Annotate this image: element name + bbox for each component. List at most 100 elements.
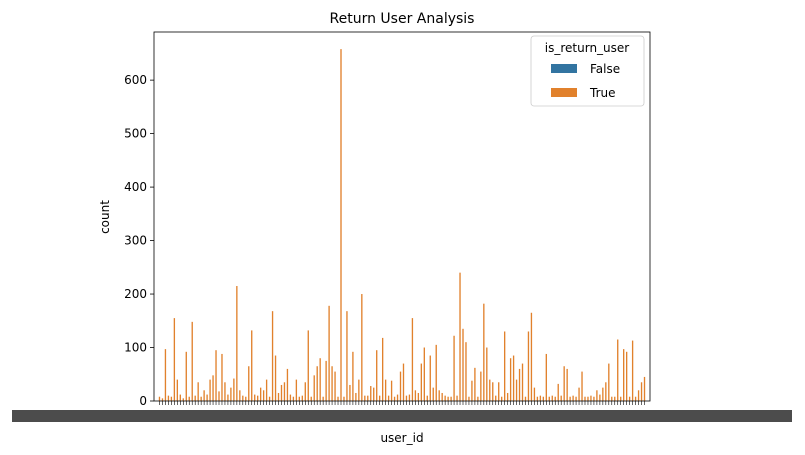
bar-true bbox=[370, 386, 372, 401]
bar-true bbox=[209, 379, 211, 401]
bar-true bbox=[161, 398, 164, 401]
bar-true bbox=[379, 395, 381, 401]
bar-true bbox=[233, 378, 235, 401]
bar-true bbox=[251, 330, 253, 401]
bar-true bbox=[521, 363, 524, 401]
bar-true bbox=[605, 382, 607, 401]
bar-true bbox=[527, 331, 530, 401]
bar-true bbox=[599, 394, 601, 401]
bar-true bbox=[631, 340, 634, 401]
bar-true bbox=[179, 394, 181, 401]
bar-true bbox=[194, 395, 196, 401]
bar-true bbox=[453, 335, 455, 401]
bar-true bbox=[524, 396, 527, 401]
bar-true bbox=[471, 380, 473, 401]
bar-true bbox=[539, 395, 542, 401]
bar-true bbox=[346, 311, 348, 401]
bar-true bbox=[399, 371, 402, 401]
bar-true bbox=[188, 396, 190, 401]
bar-true bbox=[530, 312, 533, 401]
plot-frame bbox=[153, 31, 651, 402]
bar-true bbox=[572, 395, 574, 401]
bar-true bbox=[498, 382, 500, 401]
bar-true bbox=[191, 321, 193, 401]
bar-true bbox=[608, 363, 610, 401]
bar-true bbox=[340, 49, 342, 402]
bar-true bbox=[277, 392, 280, 401]
bar-true bbox=[352, 351, 354, 401]
bar-true bbox=[477, 396, 479, 401]
y-tick-label: 600 bbox=[124, 73, 147, 87]
bar-true bbox=[551, 395, 553, 401]
bar-true bbox=[420, 363, 423, 401]
bar-true bbox=[566, 368, 568, 401]
bar-true bbox=[319, 358, 321, 401]
bar-true bbox=[429, 355, 431, 401]
bar-true bbox=[489, 379, 491, 401]
bar-true bbox=[584, 396, 586, 401]
bar-true bbox=[414, 390, 417, 401]
bar-true bbox=[560, 395, 562, 401]
bar-true bbox=[304, 382, 306, 401]
bar-true bbox=[197, 382, 199, 401]
bar-true bbox=[328, 305, 330, 401]
bar-true bbox=[206, 394, 208, 401]
bar-true bbox=[557, 383, 559, 401]
bar-true bbox=[625, 351, 628, 401]
bar-true bbox=[224, 382, 226, 401]
bar-true bbox=[405, 395, 408, 401]
bar-true bbox=[614, 396, 616, 401]
bar-true bbox=[545, 353, 547, 401]
bar-true bbox=[474, 367, 476, 401]
bar-true bbox=[182, 398, 184, 401]
bars bbox=[158, 49, 646, 402]
bar-true bbox=[200, 396, 202, 401]
bar-true bbox=[596, 390, 598, 401]
bar-true bbox=[417, 392, 420, 401]
legend-swatch-true bbox=[551, 88, 577, 97]
bar-true bbox=[167, 395, 170, 401]
bar-true bbox=[236, 286, 238, 401]
bar-true bbox=[509, 358, 512, 401]
bar-true bbox=[512, 355, 515, 401]
bar-true bbox=[265, 379, 268, 401]
bar-true bbox=[506, 392, 509, 401]
y-tick-label: 400 bbox=[124, 180, 147, 194]
legend-label-false: False bbox=[590, 62, 620, 76]
bar-true bbox=[602, 387, 604, 401]
x-axis-ticks bbox=[12, 401, 792, 422]
bar-true bbox=[542, 396, 545, 401]
bar-true bbox=[634, 396, 637, 401]
bar-true bbox=[447, 396, 449, 401]
bar-true bbox=[262, 390, 265, 401]
bar-true bbox=[307, 330, 309, 401]
bar-true bbox=[435, 344, 437, 401]
bar-true bbox=[259, 387, 262, 401]
bar-true bbox=[203, 390, 205, 401]
bar-true bbox=[292, 396, 295, 401]
bar-true bbox=[536, 396, 539, 401]
bar-true bbox=[384, 379, 387, 401]
bar-true bbox=[590, 395, 592, 401]
bar-true bbox=[283, 382, 286, 401]
bar-true bbox=[575, 396, 577, 401]
bar-true bbox=[337, 396, 339, 401]
bar-true bbox=[245, 396, 247, 401]
bar-true bbox=[444, 395, 446, 401]
bar-true bbox=[492, 382, 494, 401]
bar-true bbox=[495, 395, 497, 401]
bar-true bbox=[355, 392, 357, 401]
y-tick-label: 500 bbox=[124, 127, 147, 141]
bar-true bbox=[343, 396, 345, 401]
bar-true bbox=[411, 318, 414, 401]
bar-true bbox=[432, 387, 434, 401]
bar-true bbox=[503, 331, 506, 401]
bar-true bbox=[230, 387, 232, 401]
bar-true bbox=[274, 355, 277, 401]
bar-true bbox=[593, 396, 595, 401]
bar-true bbox=[426, 395, 428, 401]
bar-true bbox=[554, 396, 556, 401]
bar-true bbox=[640, 382, 643, 401]
bar-true bbox=[170, 396, 173, 401]
bar-true bbox=[358, 379, 360, 401]
